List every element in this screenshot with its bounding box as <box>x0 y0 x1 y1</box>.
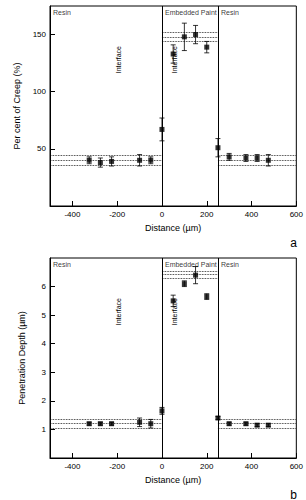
svg-text:-400: -400 <box>64 210 81 219</box>
svg-text:Interface: Interface <box>171 46 178 73</box>
svg-text:2: 2 <box>42 396 47 405</box>
svg-text:b: b <box>290 488 297 500</box>
svg-text:Distance (µm): Distance (µm) <box>145 475 201 485</box>
svg-text:Interface: Interface <box>115 46 122 73</box>
svg-text:150: 150 <box>33 30 47 39</box>
svg-text:0: 0 <box>160 210 165 219</box>
svg-text:600: 600 <box>290 210 304 219</box>
svg-text:6: 6 <box>42 282 47 291</box>
svg-text:Interface: Interface <box>115 298 122 325</box>
svg-text:a: a <box>290 236 297 250</box>
svg-text:-200: -200 <box>109 210 126 219</box>
svg-text:Resin: Resin <box>53 9 71 16</box>
svg-text:100: 100 <box>33 87 47 96</box>
svg-text:600: 600 <box>290 462 304 471</box>
svg-text:Interface: Interface <box>171 298 178 325</box>
svg-text:-400: -400 <box>64 462 81 471</box>
svg-text:Embedded Paint: Embedded Paint <box>165 9 217 16</box>
svg-text:Resin: Resin <box>53 261 71 268</box>
svg-text:200: 200 <box>200 210 214 219</box>
svg-text:Embedded Paint: Embedded Paint <box>165 261 217 268</box>
svg-text:-200: -200 <box>109 462 126 471</box>
svg-text:4: 4 <box>42 339 47 348</box>
svg-text:1: 1 <box>42 425 47 434</box>
svg-text:Per cent of Creep (%): Per cent of Creep (%) <box>12 62 22 149</box>
svg-text:400: 400 <box>245 462 259 471</box>
svg-text:3: 3 <box>42 368 47 377</box>
svg-text:50: 50 <box>37 144 46 153</box>
svg-text:200: 200 <box>200 462 214 471</box>
svg-text:0: 0 <box>160 462 165 471</box>
svg-text:5: 5 <box>42 311 47 320</box>
svg-text:Penetration Depth (µm): Penetration Depth (µm) <box>17 311 27 405</box>
svg-text:Resin: Resin <box>221 9 239 16</box>
svg-text:Distance (µm): Distance (µm) <box>145 223 201 233</box>
svg-text:400: 400 <box>245 210 259 219</box>
svg-text:Resin: Resin <box>221 261 239 268</box>
